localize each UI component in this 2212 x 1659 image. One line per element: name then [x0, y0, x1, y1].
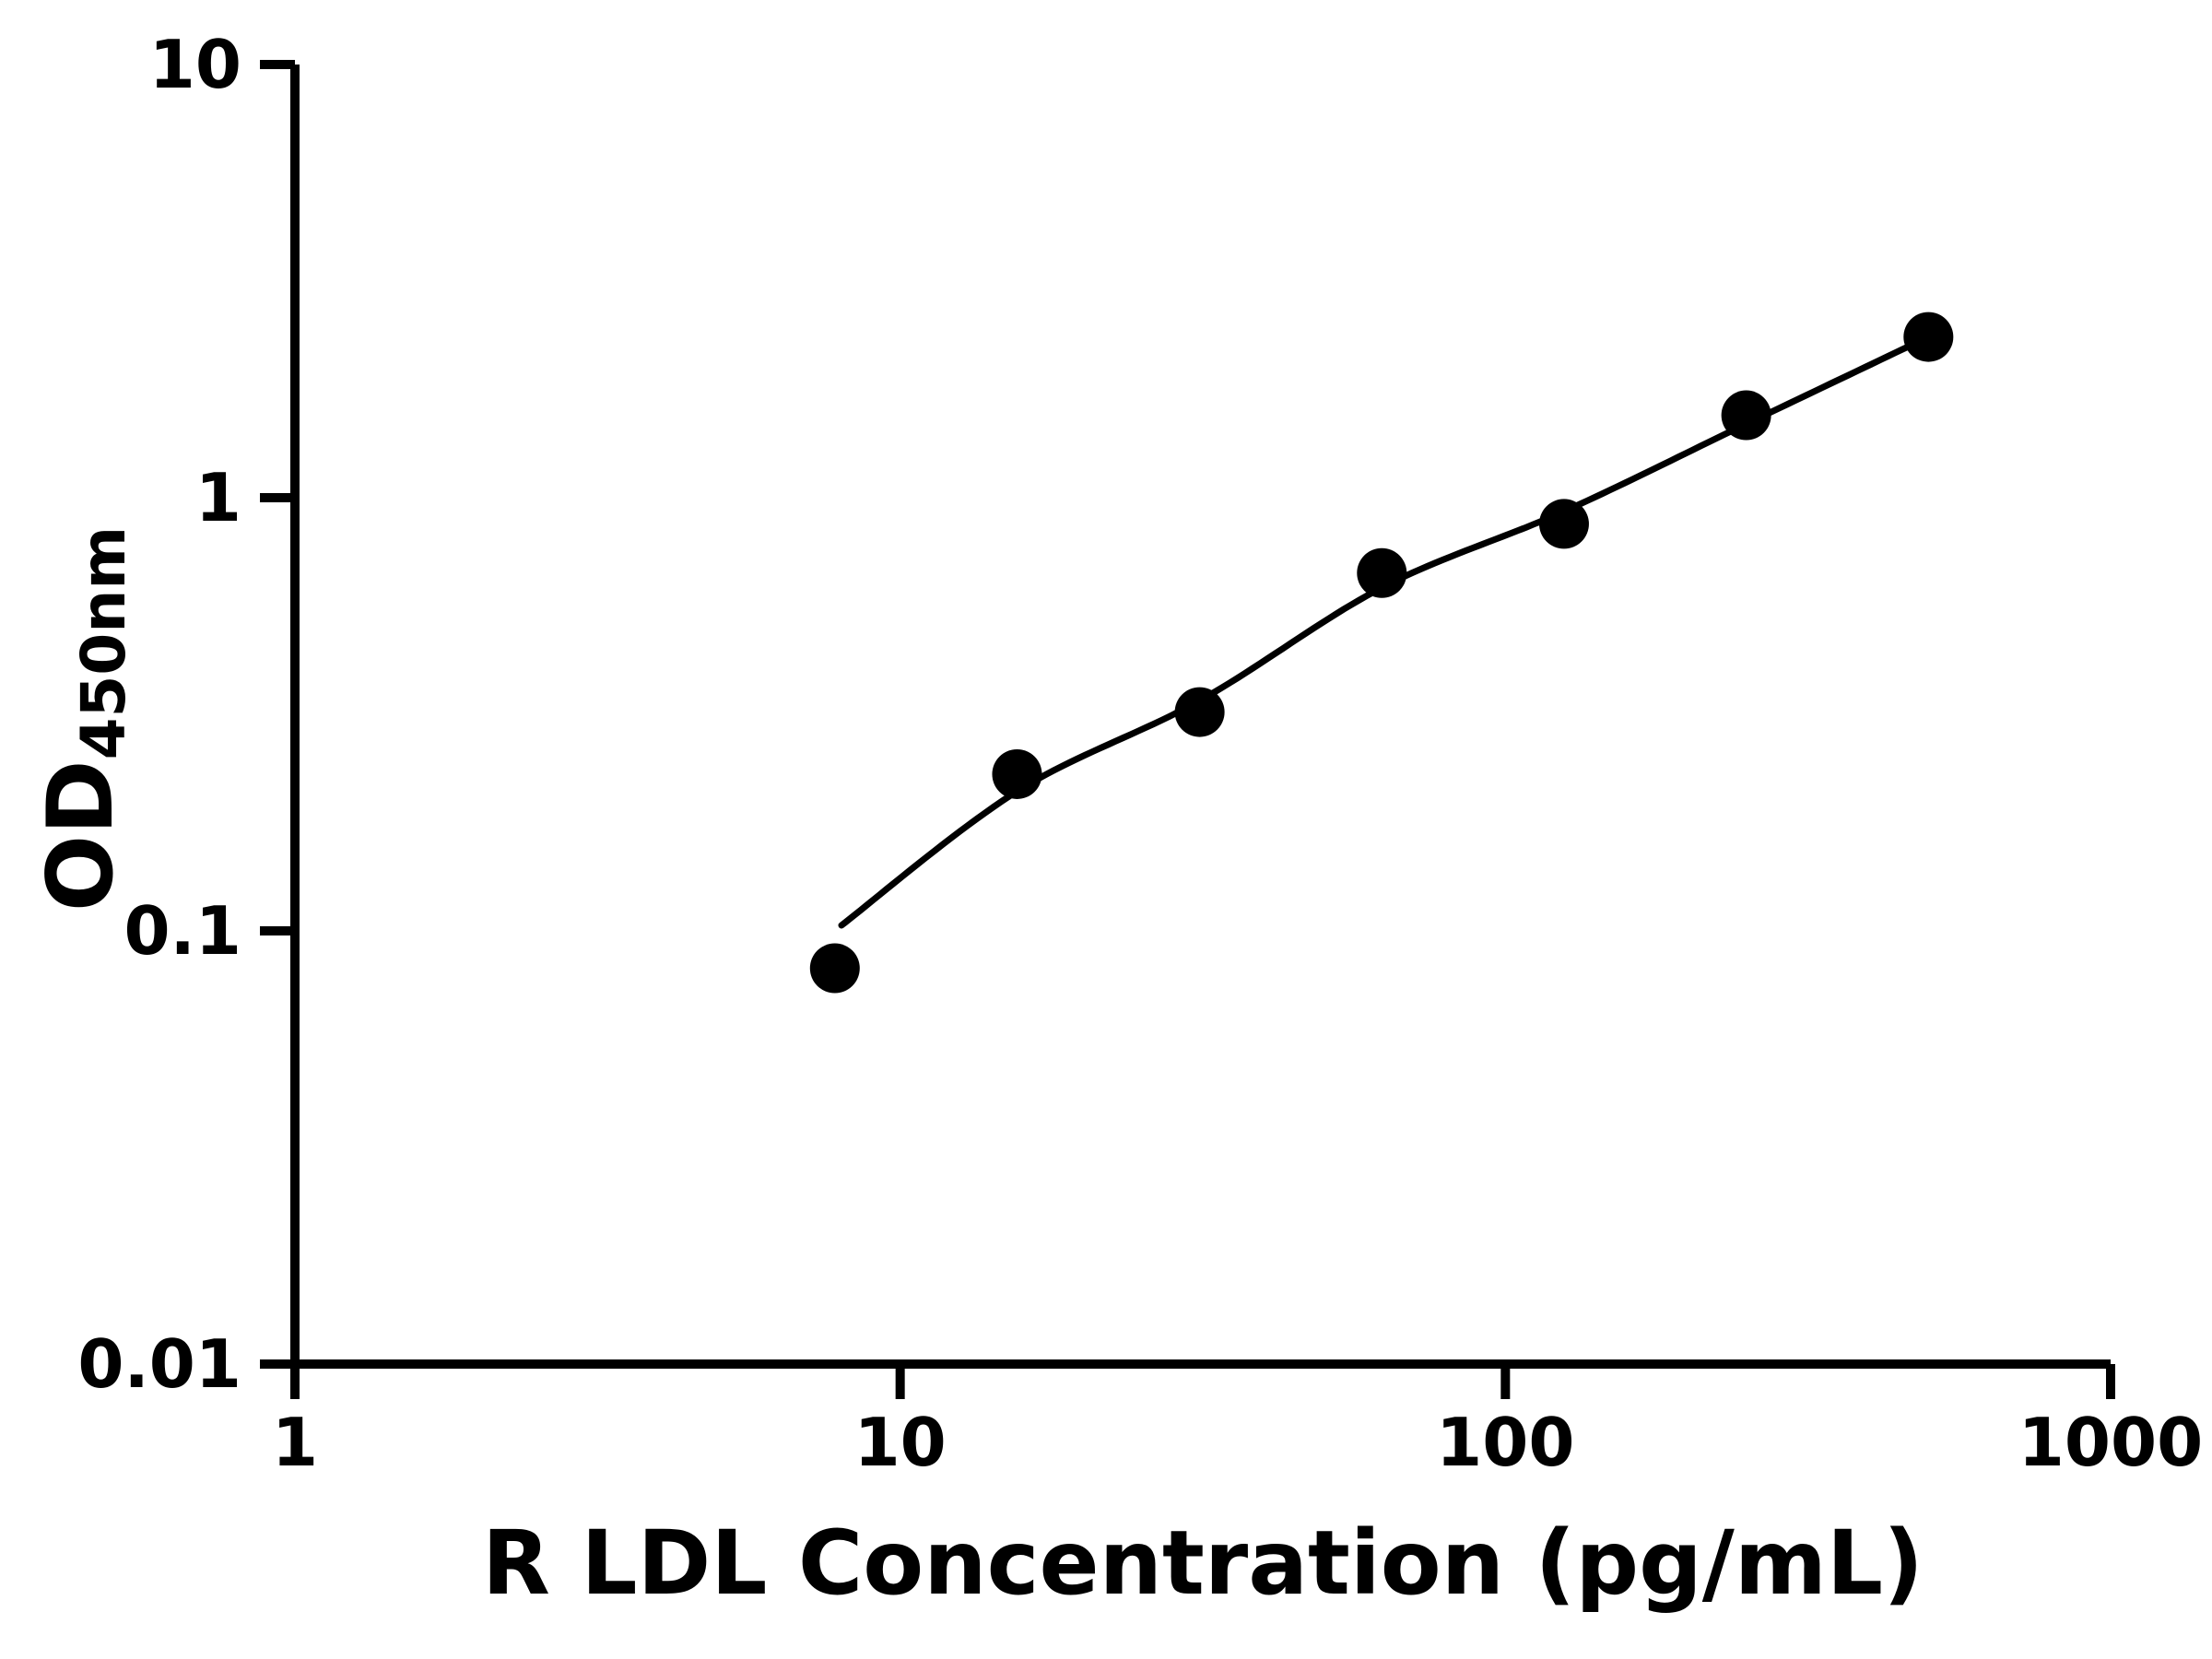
y-tick-label: 10: [149, 26, 241, 103]
data-point: [1357, 547, 1407, 598]
x-tick-label: 100: [1436, 1404, 1574, 1481]
x-axis-title: R LDL Concentration (pg/mL): [482, 1512, 1924, 1615]
y-tick-label: 0.1: [124, 892, 241, 970]
y-axis-title-main: OD: [29, 759, 134, 912]
y-axis-title-sub: 450nm: [68, 525, 139, 760]
data-point: [1903, 312, 1954, 362]
data-point: [1174, 687, 1225, 737]
data-point: [1721, 390, 1771, 441]
data-point: [809, 943, 860, 994]
x-tick-label: 1: [272, 1404, 318, 1481]
y-tick-label: 0.01: [77, 1325, 241, 1403]
x-tick-label: 1000: [2018, 1404, 2203, 1481]
y-axis-title: OD450nm: [29, 526, 139, 912]
data-point: [1538, 499, 1589, 549]
x-tick-label: 10: [854, 1404, 947, 1481]
data-point: [992, 748, 1042, 799]
y-tick-label: 1: [195, 459, 241, 536]
